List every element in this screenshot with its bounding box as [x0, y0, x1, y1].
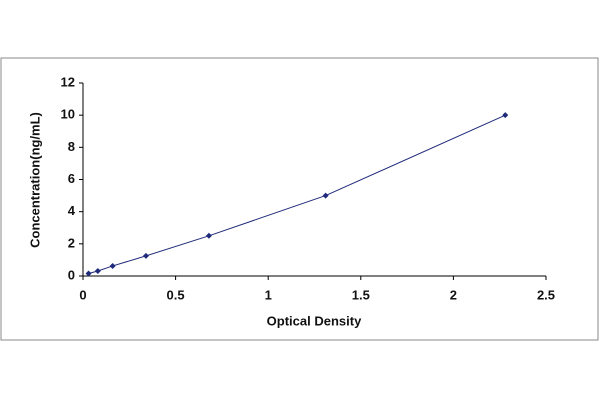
chart-frame: [0, 57, 599, 341]
x-tick-label: 1.5: [352, 287, 370, 302]
x-axis-title: Optical Density: [267, 313, 362, 328]
data-point: [94, 267, 101, 274]
y-tick-label: 10: [61, 107, 75, 122]
data-point: [142, 252, 149, 259]
y-tick-label: 0: [68, 267, 75, 282]
x-tick-label: 0.5: [167, 287, 185, 302]
y-tick-label: 6: [68, 171, 75, 186]
y-tick-label: 8: [68, 139, 75, 154]
data-point: [322, 192, 329, 199]
data-point: [85, 270, 92, 277]
x-tick-label: 0: [79, 287, 86, 302]
x-tick-label: 2: [450, 287, 457, 302]
data-point: [109, 262, 116, 269]
data-point: [205, 232, 212, 239]
y-tick-label: 2: [68, 235, 75, 250]
y-axis-title: Concentration(ng/mL): [27, 112, 42, 248]
y-tick-label: 4: [68, 203, 76, 218]
x-tick-label: 2.5: [537, 287, 555, 302]
data-point: [502, 112, 509, 119]
y-tick-label: 12: [61, 74, 75, 89]
x-tick-label: 1: [265, 287, 272, 302]
